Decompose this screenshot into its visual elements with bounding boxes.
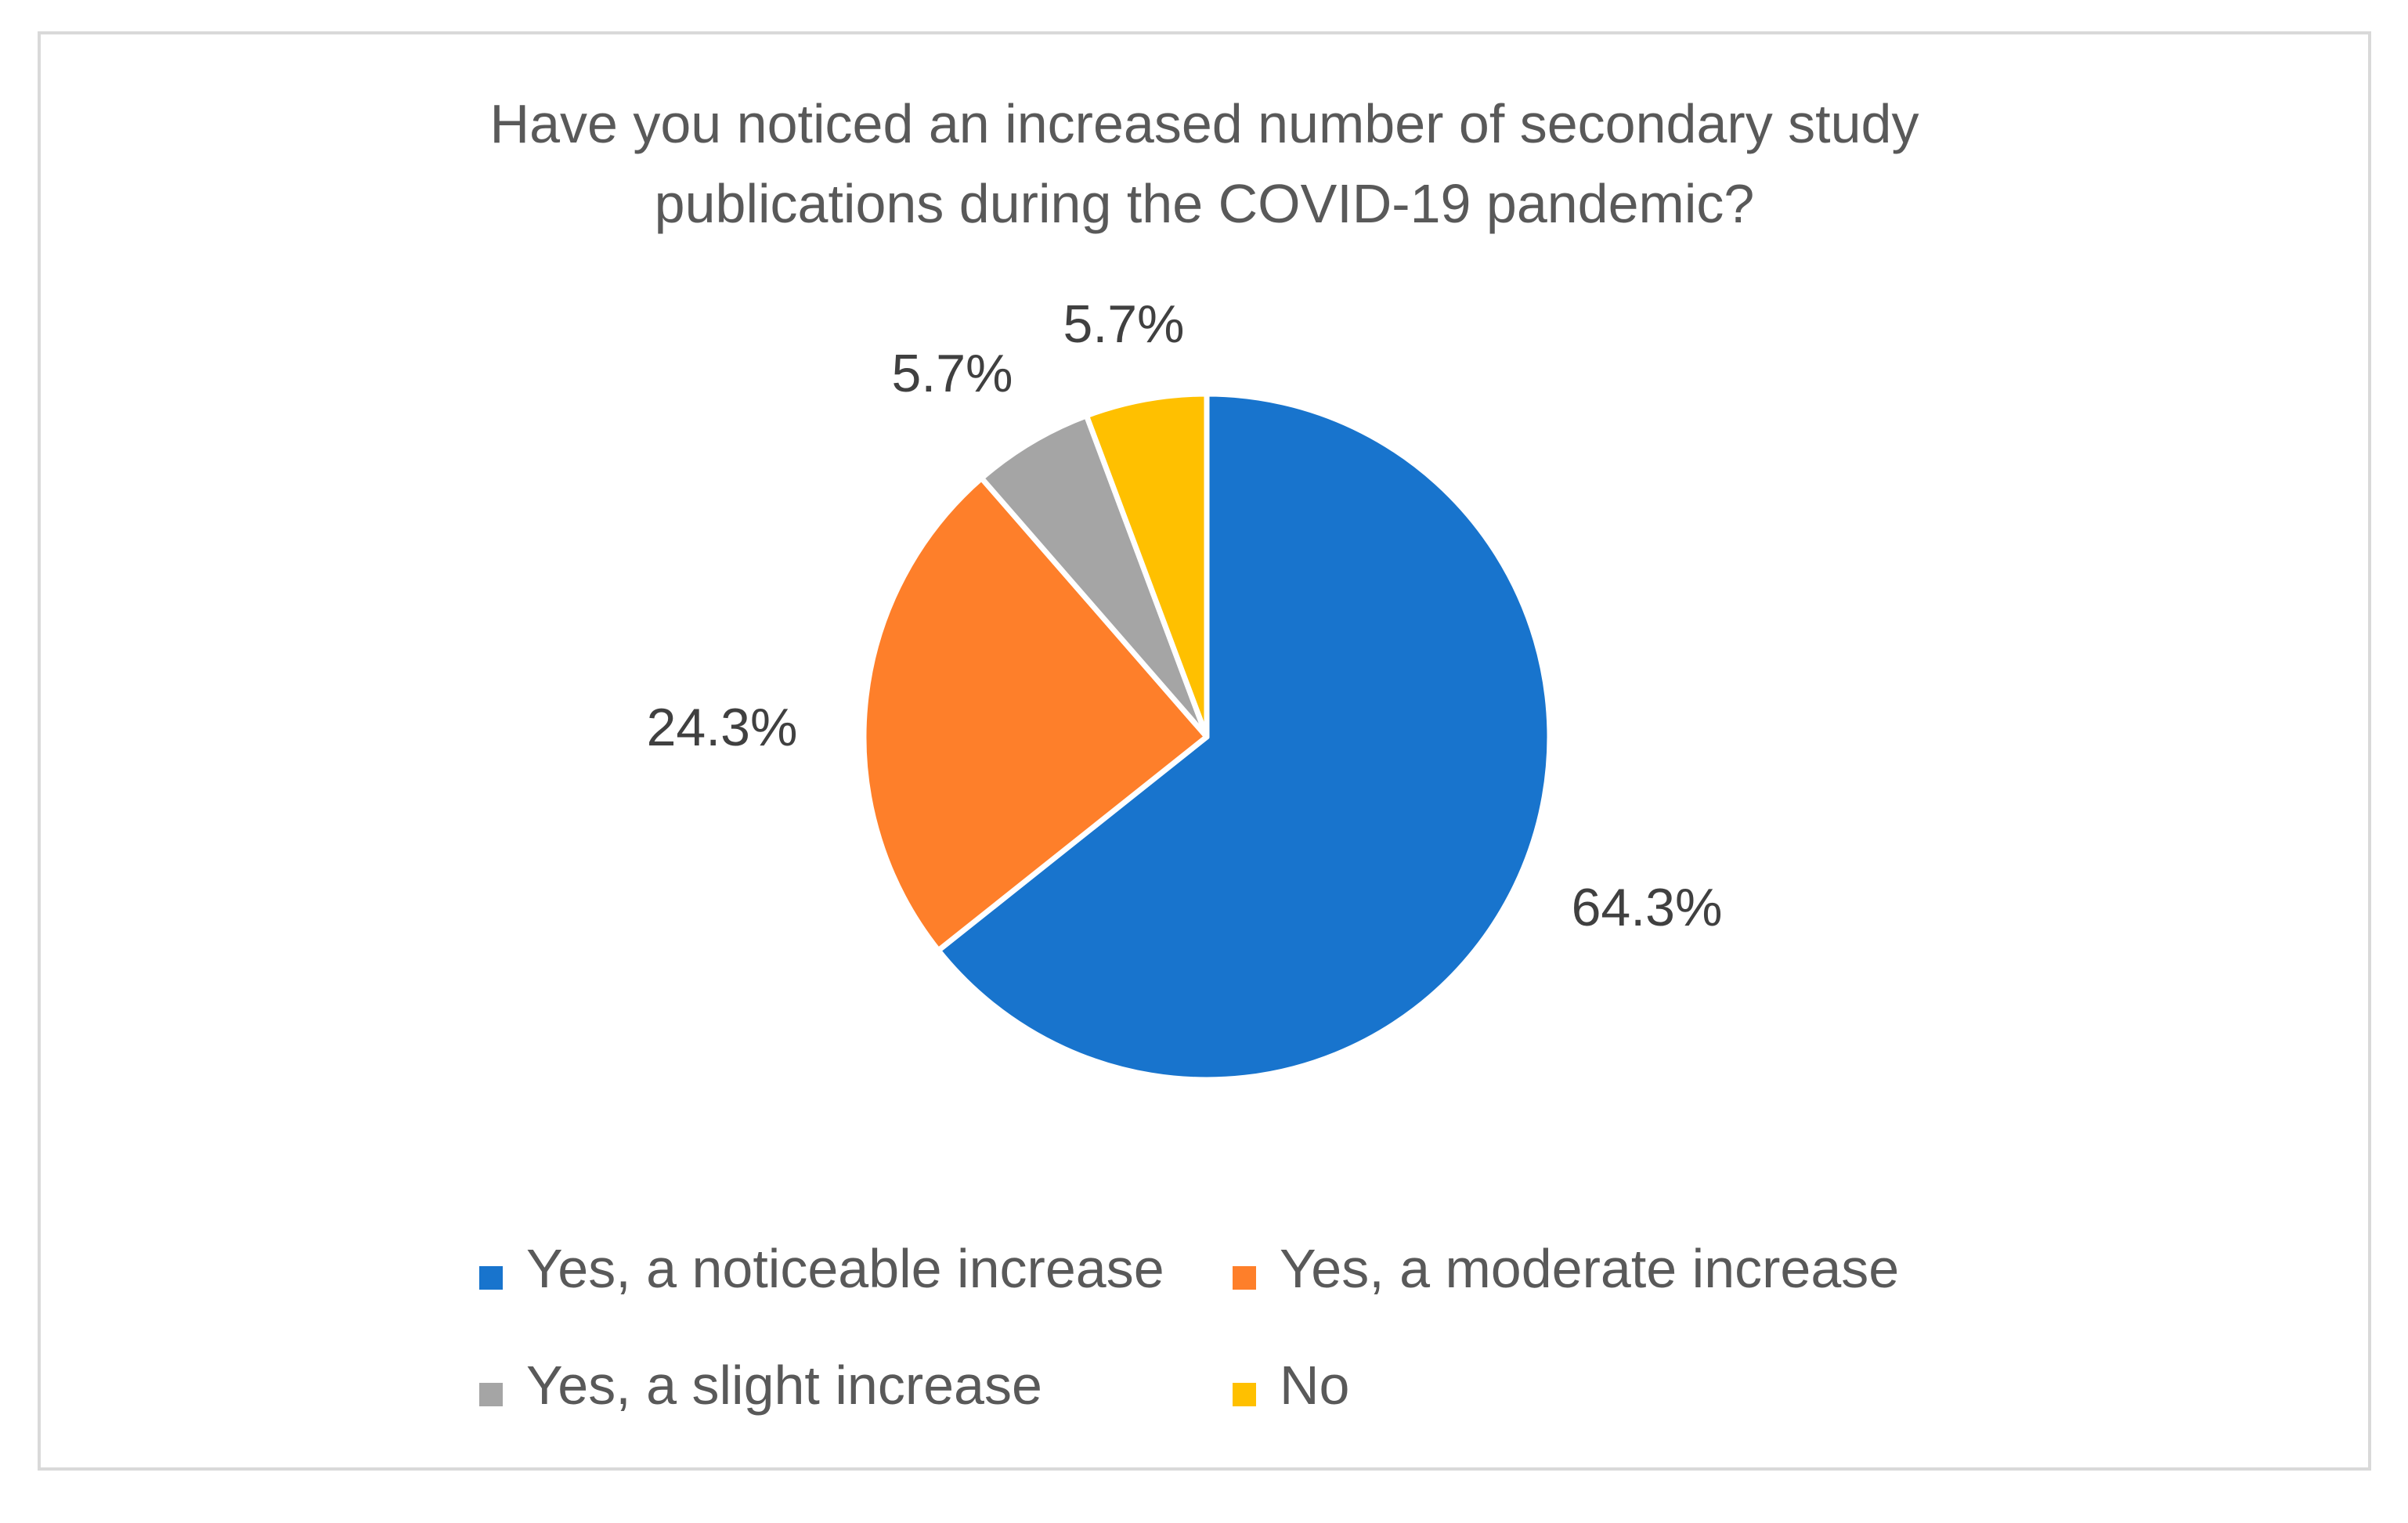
data-label-2: 24.3% xyxy=(647,698,798,757)
data-label-3: 5.7% xyxy=(892,344,1013,403)
pie-slice-2 xyxy=(861,475,1210,954)
pie-slice-1 xyxy=(935,391,1553,1083)
chart-legend: Yes, a noticeable increase Yes, a moderat… xyxy=(479,1238,1899,1416)
pie-data-labels: 64.3% 24.3% 5.7% 5.7% xyxy=(647,294,1723,937)
chart-title-line-2: publications during the COVID-19 pandemi… xyxy=(655,173,1755,234)
data-label-1: 64.3% xyxy=(1572,878,1723,937)
legend-label-3: Yes, a slight increase xyxy=(526,1355,1042,1416)
chart-title-line-1: Have you noticed an increased number of … xyxy=(490,93,1919,154)
legend-swatch-2 xyxy=(1233,1266,1256,1290)
data-label-4: 5.7% xyxy=(1063,294,1185,354)
pie-slices xyxy=(861,391,1553,1083)
legend-swatch-1 xyxy=(479,1266,503,1290)
legend-swatch-3 xyxy=(479,1383,503,1406)
legend-swatch-4 xyxy=(1233,1383,1256,1406)
legend-label-1: Yes, a noticeable increase xyxy=(526,1238,1164,1299)
chart-frame: Have you noticed an increased number of … xyxy=(38,31,2371,1471)
legend-label-4: No xyxy=(1280,1355,1349,1416)
pie-slice-4 xyxy=(1083,391,1210,740)
legend-label-2: Yes, a moderate increase xyxy=(1280,1238,1899,1299)
chart-title: Have you noticed an increased number of … xyxy=(490,93,1919,234)
pie-chart: Have you noticed an increased number of … xyxy=(479,93,1919,1416)
